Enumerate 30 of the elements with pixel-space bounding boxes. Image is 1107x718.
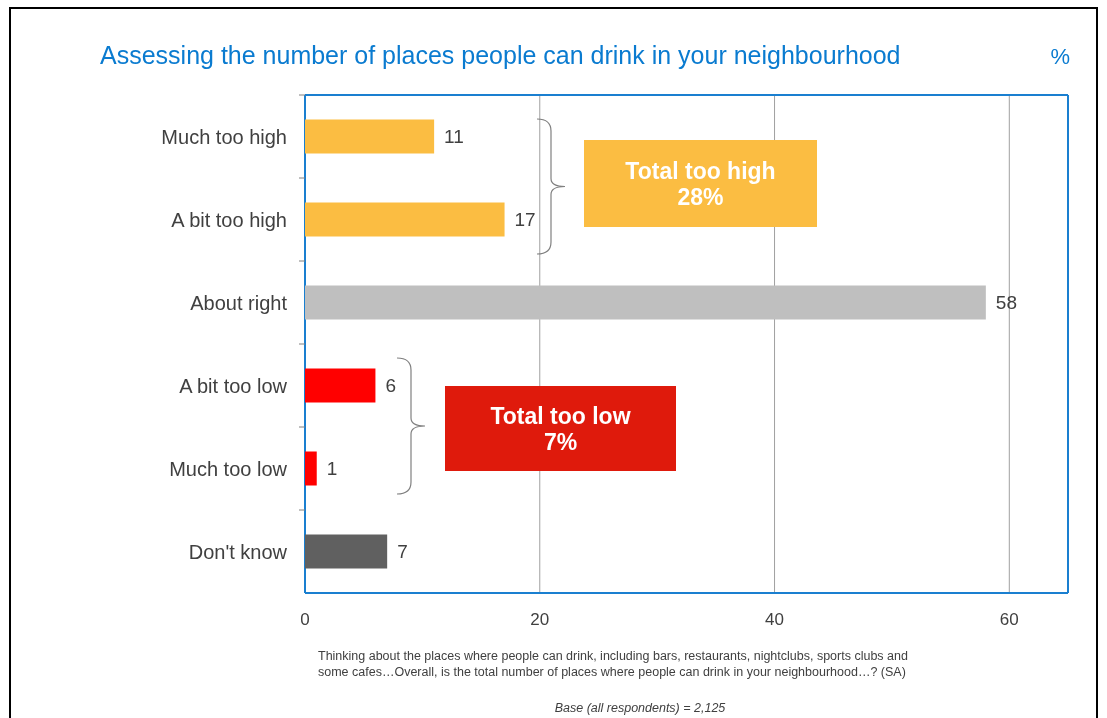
data-label: 11	[444, 126, 464, 148]
x-tick-label: 40	[765, 610, 784, 629]
y-tick-label: Don't know	[188, 540, 288, 563]
y-tick-label: A bit too high	[171, 208, 287, 231]
data-label: 17	[514, 209, 536, 231]
bar	[305, 285, 986, 320]
x-tick-label: 0	[300, 610, 310, 629]
bar	[305, 368, 376, 403]
y-tick-label: Much too low	[169, 457, 288, 480]
bar	[305, 119, 435, 154]
callout-box: Total too high 28%	[584, 140, 817, 227]
chart-title: Assessing the number of places people can drink in your neighbourhood	[100, 41, 901, 69]
bar	[305, 451, 317, 486]
bar	[305, 202, 505, 237]
x-tick-label: 60	[999, 610, 1019, 629]
text: Base (all respondents) = 2,125	[554, 701, 726, 715]
data-label: 1	[326, 458, 338, 480]
y-tick-label: About right	[190, 291, 288, 314]
chart-subtitle: %	[1050, 44, 1070, 69]
x-tick-label: 20	[530, 610, 550, 629]
y-tick-label: Much too high	[161, 125, 287, 148]
text: Thinking about the places where people can drink, including bars, restaurants, nightclubs, sports clubs and some cafes…Overall, is the total number of places where people can drink in your neighbourhood…? (SA)	[318, 649, 908, 679]
callout-box: Total too low 7%	[445, 386, 676, 471]
y-tick-label: A bit too low	[179, 374, 288, 397]
data-label: 58	[995, 292, 1017, 314]
annotation: Total too low 7%	[490, 402, 631, 455]
data-label: 7	[397, 541, 408, 563]
annotation: Total too high 28%	[625, 157, 776, 210]
bar	[305, 534, 388, 569]
data-label: 6	[385, 375, 397, 397]
